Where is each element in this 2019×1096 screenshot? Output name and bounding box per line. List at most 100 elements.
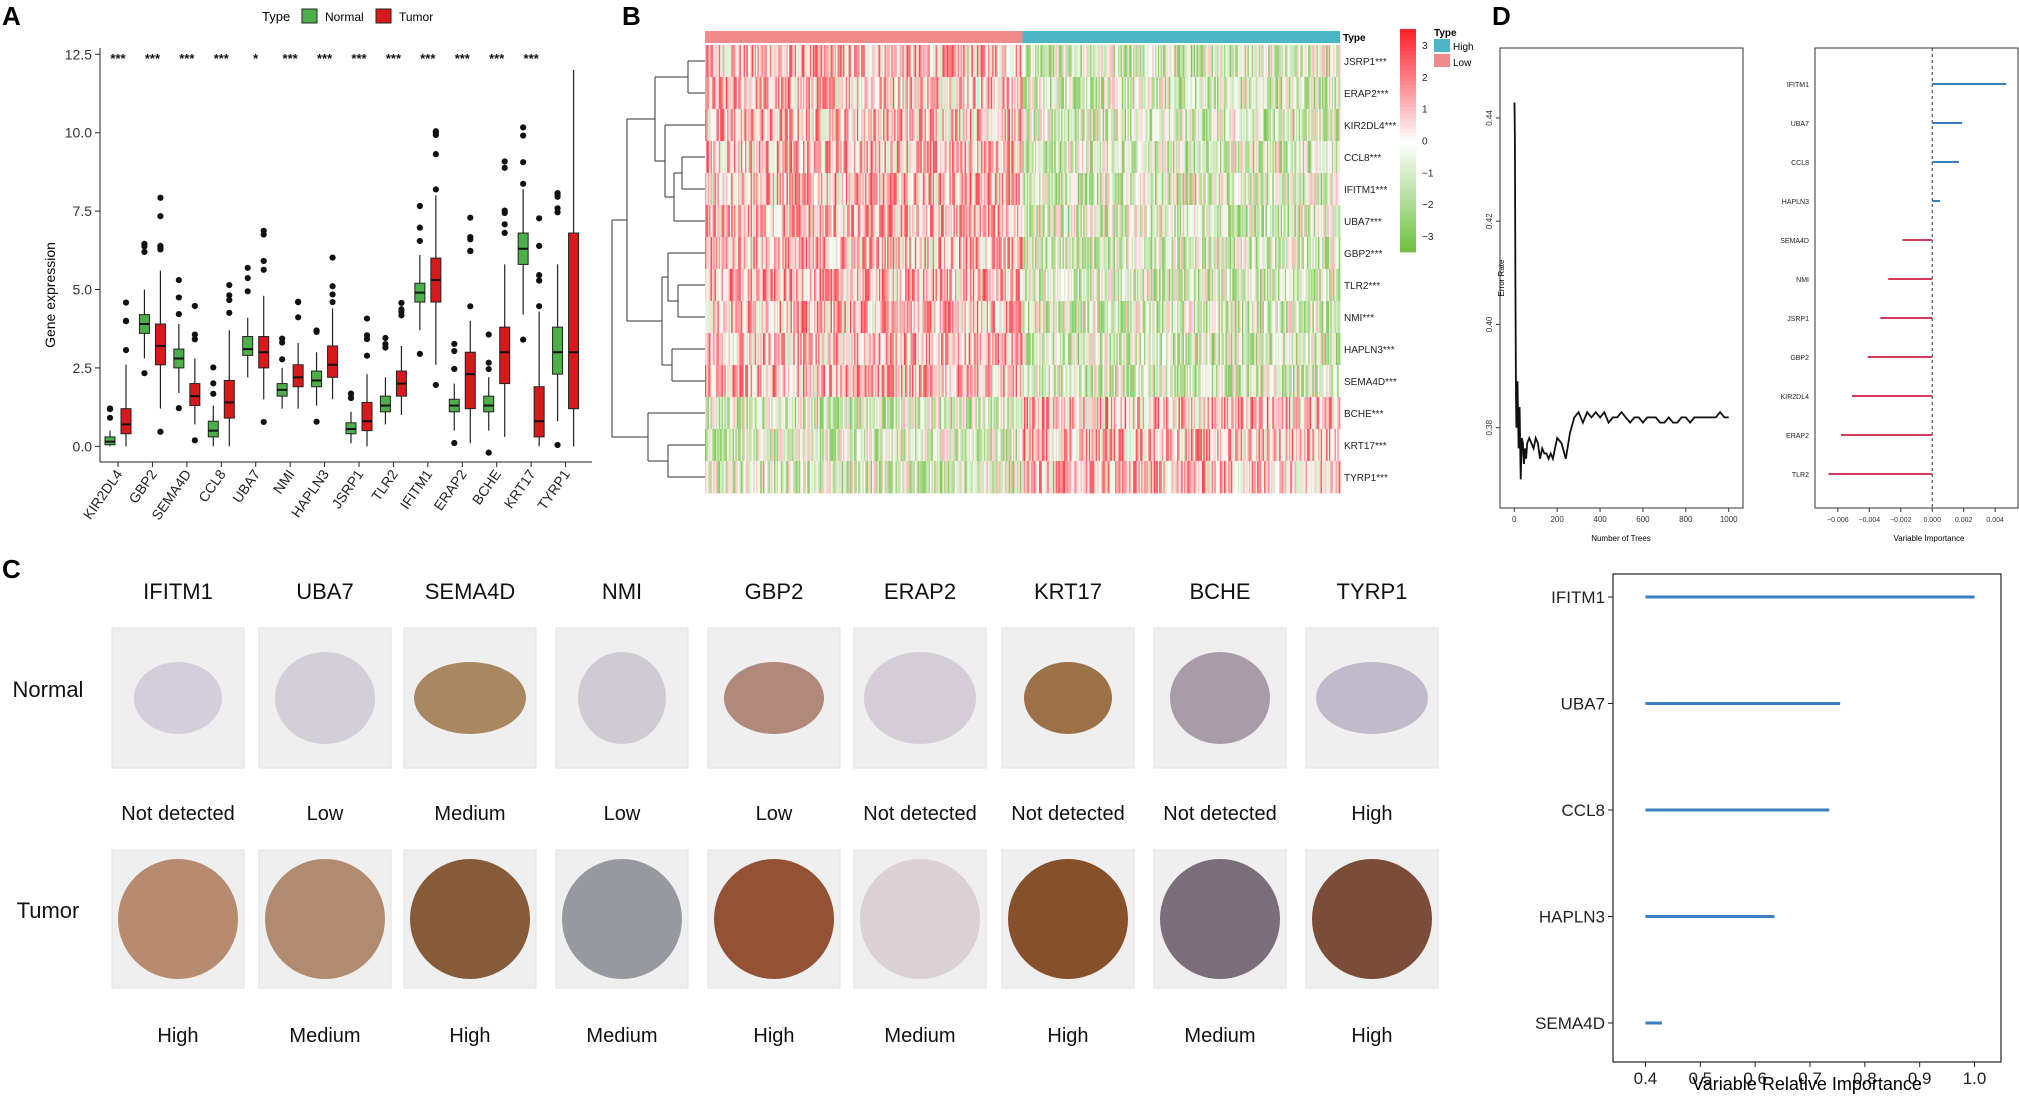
heatmap-cell <box>983 141 986 174</box>
heatmap-cell <box>983 45 986 78</box>
heatmap-cell <box>888 77 891 110</box>
heatmap-cell <box>760 109 762 142</box>
heatmap-cell <box>903 301 906 334</box>
heatmap-cell <box>1275 301 1277 334</box>
heatmap-cell <box>1188 301 1190 334</box>
heatmap-cell <box>849 45 852 78</box>
heatmap-cell <box>804 301 807 334</box>
heatmap-cell <box>769 77 772 110</box>
heatmap-cell <box>1069 301 1072 334</box>
heatmap-cell <box>804 109 807 142</box>
heatmap-cell <box>1084 173 1087 206</box>
heatmap-cell <box>941 333 943 366</box>
heatmap-cell <box>902 173 905 206</box>
heatmap-cell <box>798 237 801 270</box>
heatmap-cell <box>1065 109 1068 142</box>
heatmap-cell <box>1170 205 1172 238</box>
heatmap-cell <box>838 141 841 174</box>
heatmap-cell <box>815 269 818 302</box>
heatmap-cell <box>898 333 900 366</box>
heatmap-cell <box>1058 269 1061 302</box>
heatmap-cell <box>1189 205 1192 238</box>
box-tumor <box>154 323 166 366</box>
heatmap-cell <box>1088 45 1091 78</box>
heatmap-cell <box>1000 237 1003 270</box>
heatmap-cell <box>858 237 860 270</box>
heatmap-cell <box>953 109 956 142</box>
heatmap-cell <box>1058 45 1061 78</box>
heatmap-cell <box>1328 109 1331 142</box>
heatmap-cell <box>805 205 808 238</box>
heatmap-cell <box>1148 45 1150 78</box>
heatmap-cell <box>1170 269 1172 302</box>
heatmap-cell <box>739 269 742 302</box>
heatmap-cell <box>1167 269 1170 302</box>
heatmap-cell <box>1284 301 1287 334</box>
heatmap-cell <box>1201 205 1204 238</box>
heatmap-cell <box>1221 333 1224 366</box>
heatmap-cell <box>1014 141 1016 174</box>
heatmap-cell <box>921 333 924 366</box>
heatmap-cell <box>931 77 934 110</box>
heatmap-cell <box>765 141 768 174</box>
heatmap-cell <box>747 141 750 174</box>
heatmap-cell <box>1246 141 1248 174</box>
heatmap-cell <box>1077 77 1080 110</box>
heatmap-cell <box>1184 237 1186 270</box>
heatmap-cell <box>819 141 822 174</box>
heatmap-cell <box>1302 205 1305 238</box>
heatmap-cell <box>1214 333 1217 366</box>
heatmap-cell <box>965 45 968 78</box>
heatmap-cell <box>832 77 834 110</box>
heatmap-cell <box>909 109 912 142</box>
heatmap-cell <box>989 109 992 142</box>
heatmap-cell <box>798 269 801 302</box>
heatmap-cell <box>1160 77 1163 110</box>
heatmap-cell <box>901 205 903 238</box>
heatmap-cell <box>847 333 849 366</box>
heatmap-cell <box>1040 77 1043 110</box>
heatmap-cell <box>1178 333 1181 366</box>
heatmap-cell <box>721 269 724 302</box>
heatmap-cell <box>888 237 891 270</box>
heatmap-cell <box>1197 173 1200 206</box>
heatmap-cell <box>1087 77 1090 110</box>
heatmap-cell <box>972 205 975 238</box>
heatmap-cell <box>796 301 798 334</box>
heatmap-cell <box>910 301 913 334</box>
heatmap-cell <box>1210 77 1212 110</box>
heatmap-cell <box>1323 301 1326 334</box>
heatmap-cell <box>743 333 746 366</box>
heatmap-cell <box>832 173 834 206</box>
heatmap-cell <box>1094 301 1097 334</box>
heatmap-cell <box>891 237 894 270</box>
heatmap-cell <box>1232 173 1235 206</box>
boxplot-x-tick-label: NMI <box>270 467 298 497</box>
heatmap-cell <box>1116 269 1119 302</box>
heatmap-cell <box>1334 141 1337 174</box>
heatmap-cell <box>1079 269 1081 302</box>
heatmap-cell <box>1218 173 1221 206</box>
heatmap-cell <box>1290 333 1293 366</box>
heatmap-cell <box>1039 237 1041 270</box>
heatmap-cell <box>815 365 818 398</box>
heatmap-cell <box>972 269 975 302</box>
heatmap-cell <box>924 109 927 142</box>
heatmap-cell <box>1105 205 1108 238</box>
heatmap-cell <box>761 365 764 398</box>
heatmap-cell <box>1112 333 1114 366</box>
heatmap-cell <box>956 45 958 78</box>
heatmap-cell <box>1283 77 1286 110</box>
heatmap-cell <box>757 173 760 206</box>
heatmap-cell <box>1185 301 1188 334</box>
heatmap-cell <box>1135 269 1138 302</box>
heatmap-cell <box>1095 141 1098 174</box>
heatmap-cell <box>1130 301 1132 334</box>
heatmap-cell <box>1117 173 1120 206</box>
heatmap-cell <box>750 109 753 142</box>
heatmap-cell <box>1272 109 1275 142</box>
heatmap-cell <box>836 269 838 302</box>
heatmap-cell <box>721 301 724 334</box>
heatmap-cell <box>1213 237 1215 270</box>
heatmap-cell <box>1068 333 1070 366</box>
